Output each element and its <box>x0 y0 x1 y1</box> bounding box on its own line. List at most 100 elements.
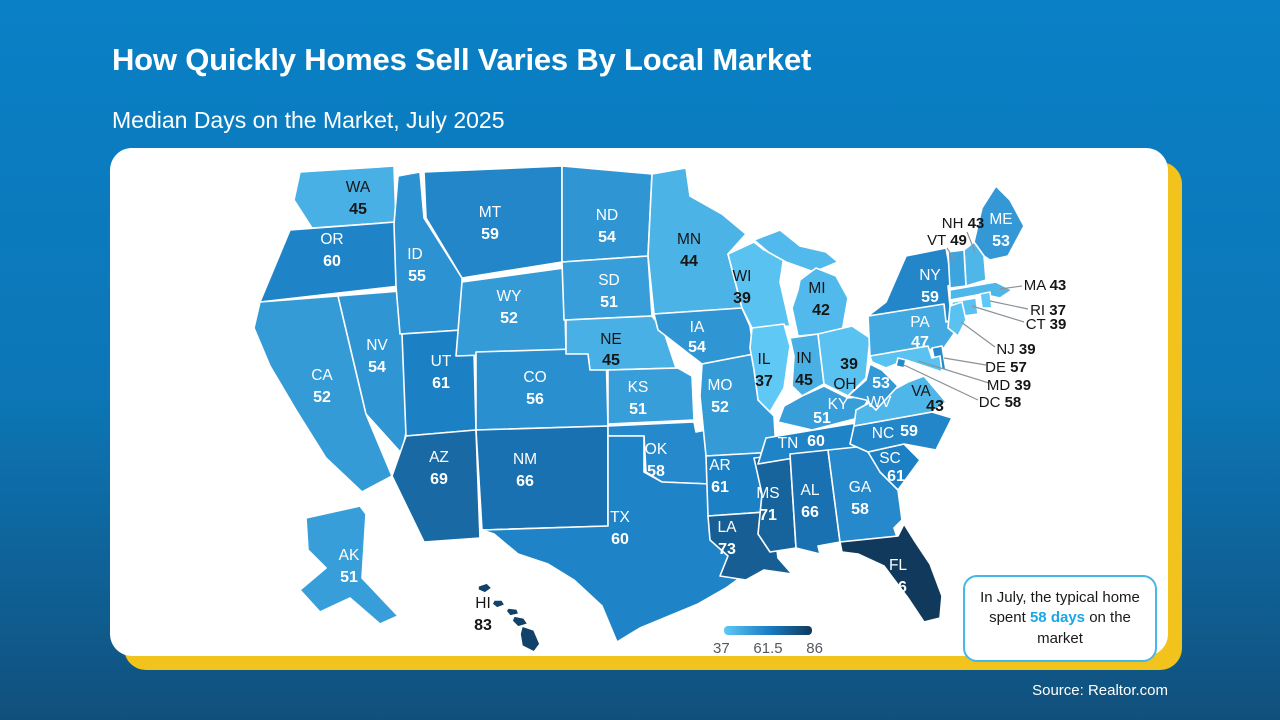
state-abbr-NM: NM <box>513 451 537 468</box>
us-choropleth-map: WA 45 OR 60 CA 52 NV 54 ID 55 UT 61 AZ 69 MT 59 WY 52 CO 56… <box>253 165 1067 653</box>
state-abbr-NC: NC <box>872 425 894 442</box>
state-shape-VA <box>853 375 947 427</box>
state-value-NM: 66 <box>516 473 534 490</box>
state-shape-MT <box>423 165 563 279</box>
legend-tick-labels: 37 61.5 86 <box>712 640 824 657</box>
state-value-TN: 60 <box>807 433 825 450</box>
state-LA: LA 73 <box>707 511 793 581</box>
state-value-SC: 61 <box>887 468 905 485</box>
state-KS: KS 51 <box>607 367 695 425</box>
state-value-NY: 59 <box>921 289 939 306</box>
state-value-OR: 60 <box>323 253 341 270</box>
state-shape-MS <box>753 453 797 553</box>
state-value-IL: 37 <box>755 373 773 390</box>
legend-max-label: 86 <box>806 640 823 657</box>
state-abbr-HI: HI <box>475 595 491 612</box>
source-credit: Source: Realtor.com <box>1032 682 1168 699</box>
leader-line-DC <box>903 364 979 401</box>
state-abbr-CA: CA <box>311 367 333 384</box>
state-value-AK: 51 <box>340 569 358 586</box>
state-RI: RI 37 <box>979 291 1066 319</box>
callout-text: In July, the typical home spent 58 days … <box>980 589 1140 647</box>
state-abbr-ND: ND <box>596 207 618 224</box>
state-abbr-MO: MO <box>708 377 733 394</box>
state-MS: MS 71 <box>753 453 797 553</box>
state-shape-HI <box>477 582 493 594</box>
state-IL: IL 37 <box>749 323 791 413</box>
state-MD: MD 39 <box>869 345 1031 394</box>
leader-line-MA <box>999 285 1023 290</box>
state-shape-WV <box>847 363 899 411</box>
leader-line-VT <box>946 247 957 263</box>
state-OH: OH 39 <box>817 325 871 397</box>
state-shape-DC <box>895 357 907 369</box>
state-abbr-PA: PA <box>910 314 930 331</box>
state-value-MN: 44 <box>680 253 698 270</box>
state-WV: WV 53 <box>847 363 899 411</box>
state-value-UT: 61 <box>432 375 450 392</box>
state-label-MD: MD 39 <box>987 377 1031 394</box>
state-MT: MT 59 <box>423 165 563 279</box>
state-shape-AZ <box>391 429 481 543</box>
state-value-MS: 71 <box>759 507 777 524</box>
state-shape-KS <box>607 367 695 425</box>
state-abbr-KS: KS <box>628 379 649 396</box>
state-abbr-WI: WI <box>733 268 752 285</box>
state-shape-AK <box>299 505 399 625</box>
state-value-AZ: 69 <box>430 471 448 488</box>
state-abbr-MS: MS <box>756 485 779 502</box>
page-subtitle: Median Days on the Market, July 2025 <box>112 107 505 133</box>
state-value-NC: 59 <box>900 423 918 440</box>
state-abbr-MN: MN <box>677 231 701 248</box>
state-ID: ID 55 <box>393 171 463 335</box>
state-value-ME: 53 <box>992 233 1010 250</box>
legend-mid-label: 61.5 <box>753 640 783 657</box>
state-abbr-AZ: AZ <box>429 449 449 466</box>
state-shape-WI <box>727 241 791 329</box>
state-value-MT: 59 <box>481 226 499 243</box>
state-value-WY: 52 <box>500 310 518 327</box>
state-shape-FL <box>839 523 943 623</box>
state-abbr-SC: SC <box>879 450 901 467</box>
state-abbr-NV: NV <box>366 337 388 354</box>
state-value-WI: 39 <box>733 290 751 307</box>
state-value-TX: 60 <box>611 531 629 548</box>
state-abbr-AR: AR <box>709 457 731 474</box>
state-label-DC: DC 58 <box>979 394 1022 411</box>
state-shape-MA <box>949 281 1013 301</box>
state-MI: MI 42 <box>753 229 849 337</box>
page-title: How Quickly Homes Sell Varies By Local M… <box>112 42 812 77</box>
leader-line-RI <box>989 300 1029 310</box>
state-label-MA: MA 43 <box>1024 277 1067 294</box>
state-value-CO: 56 <box>526 391 544 408</box>
state-abbr-MT: MT <box>479 204 502 221</box>
leader-line-MD <box>917 360 990 384</box>
state-abbr-OK: OK <box>645 441 668 458</box>
state-shape-HI <box>505 607 520 617</box>
state-NJ: NJ 39 <box>947 301 1036 358</box>
state-shape-MI <box>753 229 839 273</box>
state-abbr-AL: AL <box>801 482 820 499</box>
state-value-MO: 52 <box>711 399 729 416</box>
state-GA: GA 58 <box>827 445 903 543</box>
state-label-NJ: NJ 39 <box>996 341 1035 358</box>
state-value-WA: 45 <box>349 201 367 218</box>
state-shape-NY <box>867 247 963 323</box>
state-value-NE: 45 <box>602 352 620 369</box>
legend-gradient-bar <box>724 626 812 635</box>
state-label-CT: CT 39 <box>1026 316 1067 333</box>
state-value-OH: 39 <box>840 356 858 373</box>
state-value-SD: 51 <box>600 294 618 311</box>
state-shape-HI <box>511 615 529 628</box>
state-label-VT: VT 49 <box>927 232 967 249</box>
state-shape-HI <box>519 625 541 653</box>
state-abbr-IL: IL <box>758 351 771 368</box>
state-value-IA: 54 <box>688 339 706 356</box>
state-value-ND: 54 <box>598 229 616 246</box>
state-IN: IN 45 <box>789 333 825 397</box>
leader-line-DE <box>943 357 987 366</box>
state-label-NH: NH 43 <box>942 215 985 232</box>
state-ME: ME 53 <box>973 185 1025 261</box>
